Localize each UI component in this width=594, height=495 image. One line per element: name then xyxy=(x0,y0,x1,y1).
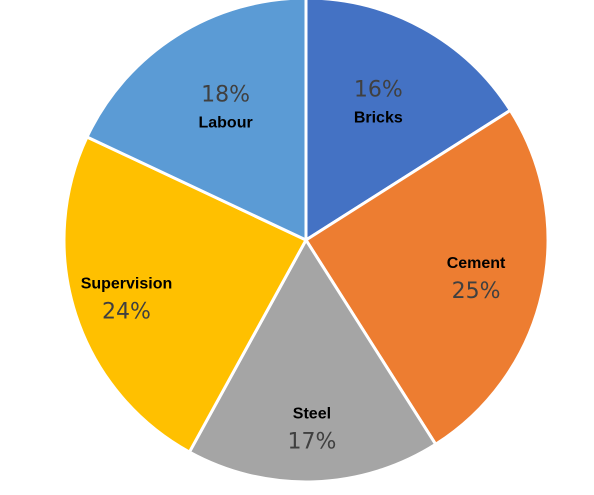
slice-label-labour: Labour xyxy=(198,114,252,131)
slice-label-supervision: Supervision xyxy=(81,275,173,292)
slice-percent-supervision: 24% xyxy=(102,299,151,324)
pie-slice-supervision xyxy=(62,135,308,454)
slice-percent-cement: 25% xyxy=(452,279,501,304)
pie-labels: Bricks 16% Cement 25% Steel 17% Supervision 24%… xyxy=(81,78,506,455)
slice-percent-labour: 18% xyxy=(201,82,250,107)
slice-label-steel: Steel xyxy=(293,406,331,423)
pie-slice-labour xyxy=(85,0,308,242)
slice-percent-bricks: 16% xyxy=(354,78,403,103)
pie-slice-bricks xyxy=(304,0,512,242)
pie-slice-cement xyxy=(304,108,550,446)
slice-label-bricks: Bricks xyxy=(354,110,403,127)
slice-label-cement: Cement xyxy=(447,255,506,272)
pie-slices xyxy=(62,0,550,484)
slice-percent-steel: 17% xyxy=(287,430,336,455)
pie-slice-steel xyxy=(187,238,438,484)
